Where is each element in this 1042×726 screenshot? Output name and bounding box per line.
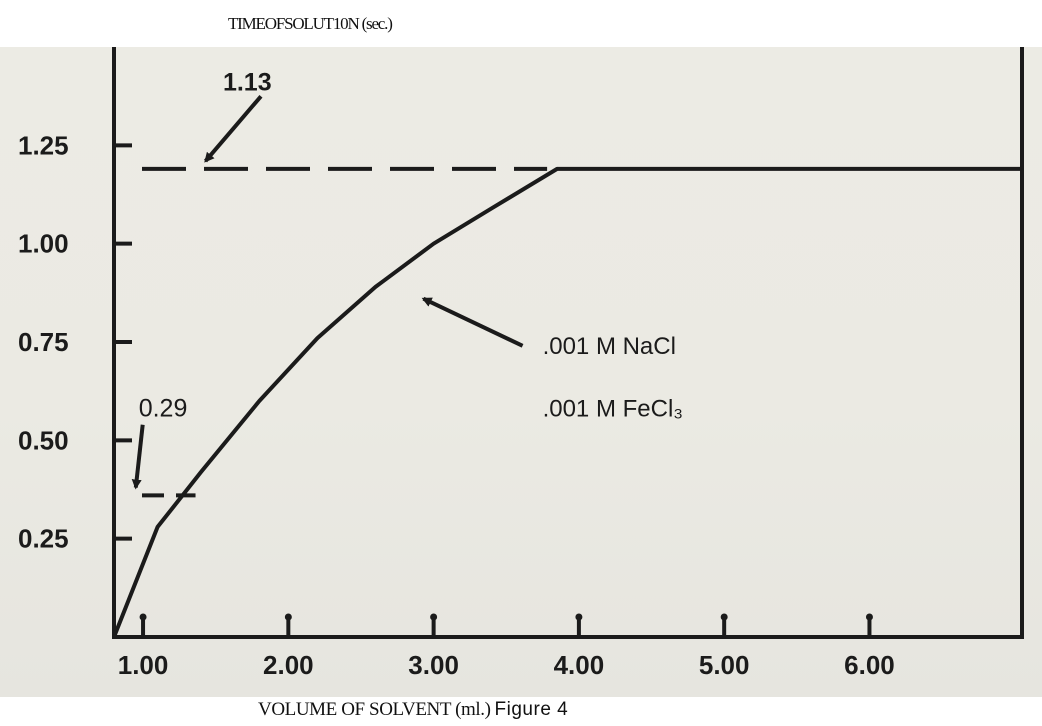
annotations: 1.13 0.29 .001 M NaCl .001 M FeCl₃ xyxy=(131,68,683,490)
annotation-label-1: 1.13 xyxy=(223,68,272,96)
y-tick-label-3: 0.75 xyxy=(18,327,69,357)
chart-title: TIMEOFSOLUT10N (sec.) xyxy=(228,14,393,33)
x-tick-head-5 xyxy=(720,613,728,621)
x-tick-head-4 xyxy=(575,613,583,621)
reference-lines xyxy=(142,166,548,498)
x-tick-label-2: 2.00 xyxy=(263,650,314,680)
annotation-arrow-2 xyxy=(131,424,145,490)
tick-marks xyxy=(114,143,873,635)
x-tick-head-2 xyxy=(284,613,292,621)
chart-paper xyxy=(0,47,1042,697)
annotation-label-4: .001 M FeCl₃ xyxy=(543,396,683,423)
annotation-arrow-3 xyxy=(421,296,524,348)
x-axis-caption: VOLUME OF SOLVENT (ml.) Figure 4 xyxy=(258,699,568,721)
x-tick-label-6: 6.00 xyxy=(844,650,895,680)
tick-labels: 0.25 0.50 0.75 1.00 1.25 1.00 2.00 3.00 4.00 5.00… xyxy=(18,130,895,680)
y-tick-label-4: 1.00 xyxy=(18,229,69,259)
x-tick-label-1: 1.00 xyxy=(118,650,169,680)
x-tick-head-1 xyxy=(139,613,147,621)
annotation-label-2: 0.29 xyxy=(139,395,188,423)
x-tick-head-6 xyxy=(865,613,873,621)
figure-label: Figure 4 xyxy=(494,699,569,720)
x-tick-label-3: 3.00 xyxy=(408,650,459,680)
y-tick-label-1: 0.25 xyxy=(18,524,69,554)
y-tick-label-5: 1.25 xyxy=(18,130,69,160)
x-tick-label-4: 4.00 xyxy=(554,650,605,680)
x-axis-label: VOLUME OF SOLVENT (ml.) xyxy=(258,699,491,720)
data-series xyxy=(112,166,1022,638)
y-tick-label-2: 0.50 xyxy=(18,425,69,455)
x-tick-label-5: 5.00 xyxy=(699,650,750,680)
x-tick-head-3 xyxy=(430,613,438,621)
series-line-1 xyxy=(112,166,1022,638)
annotation-label-3: .001 M NaCl xyxy=(543,333,676,360)
annotation-arrow-1 xyxy=(204,94,263,163)
